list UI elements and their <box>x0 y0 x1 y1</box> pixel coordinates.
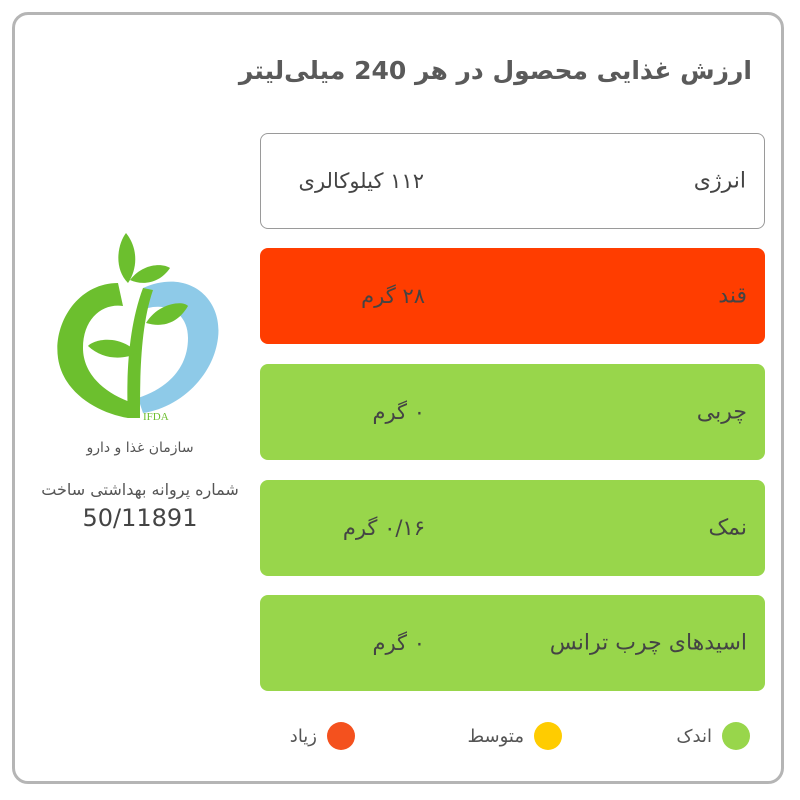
license-label: شماره پروانه بهداشتی ساخت <box>41 480 239 499</box>
org-name: سازمان غذا و دارو <box>86 440 194 456</box>
page-title: ارزش غذایی محصول در هر 240 میلی‌لیتر <box>238 56 752 85</box>
license-number: 50/11891 <box>82 504 198 532</box>
row-fat: چربی ۰ گرم <box>260 364 765 460</box>
yellow-dot-icon <box>534 722 562 750</box>
row-value: ۰ گرم <box>372 400 425 424</box>
row-energy: انرژی ۱۱۲ کیلوکالری <box>260 133 765 229</box>
legend-low: اندک <box>676 722 750 750</box>
row-label: اسیدهای چرب ترانس <box>549 630 747 656</box>
legend-label: متوسط <box>467 725 524 747</box>
nutrition-label-frame <box>12 12 784 784</box>
row-value: ۲۸ گرم <box>361 284 425 308</box>
row-trans-fat: اسیدهای چرب ترانس ۰ گرم <box>260 595 765 691</box>
row-label: نمک <box>708 515 747 541</box>
legend-medium: متوسط <box>467 722 562 750</box>
logo-text: IFDA <box>143 411 169 423</box>
row-value: ۰/۱۶ گرم <box>342 516 425 540</box>
row-value: ۱۱۲ کیلوکالری <box>298 169 424 193</box>
green-dot-icon <box>722 722 750 750</box>
row-value: ۰ گرم <box>372 631 425 655</box>
legend-label: اندک <box>676 725 712 747</box>
row-sugar: قند ۲۸ گرم <box>260 248 765 344</box>
row-salt: نمک ۰/۱۶ گرم <box>260 480 765 576</box>
legend-label: زیاد <box>289 725 317 747</box>
row-label: چربی <box>696 399 747 425</box>
red-dot-icon <box>327 722 355 750</box>
row-label: انرژی <box>693 168 746 194</box>
legend-high: زیاد <box>290 722 355 750</box>
ifda-logo: IFDA <box>57 233 219 423</box>
row-label: قند <box>718 283 747 309</box>
